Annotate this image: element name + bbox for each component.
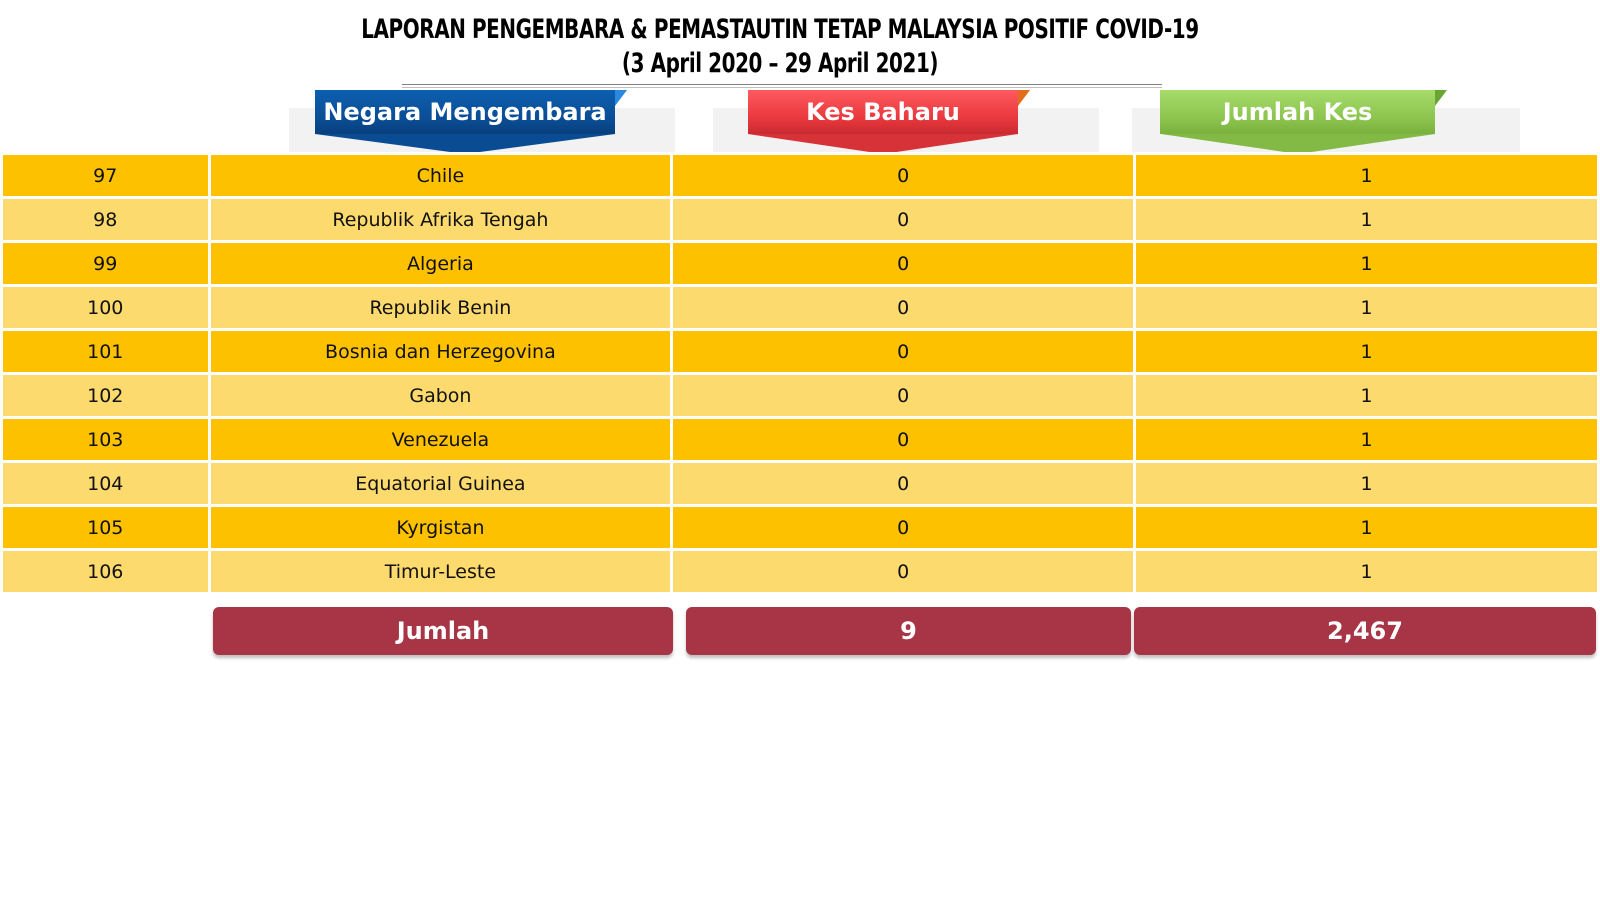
- table-row: 103 Venezuela 0 1: [0, 416, 1600, 463]
- cases-table: 97 Chile 0 1 98 Republik Afrika Tengah 0…: [0, 152, 1600, 595]
- header-fold-shape: [1018, 90, 1030, 106]
- row-new-cases: 0: [670, 328, 1137, 375]
- row-number: 106: [0, 548, 211, 595]
- row-number: 97: [0, 152, 211, 199]
- row-number: 101: [0, 328, 211, 375]
- header-total-cases-label: Jumlah Kes: [1222, 98, 1373, 126]
- row-country: Timur-Leste: [207, 548, 674, 595]
- header-fold-shape: [1435, 90, 1447, 106]
- header-new-cases: Kes Baharu: [748, 90, 1030, 154]
- table-row: 104 Equatorial Guinea 0 1: [0, 460, 1600, 507]
- table-row: 101 Bosnia dan Herzegovina 0 1: [0, 328, 1600, 375]
- report-title: LAPORAN PENGEMBARA & PEMASTAUTIN TETAP M…: [361, 14, 1199, 45]
- row-number: 99: [0, 240, 211, 287]
- header-new-cases-label: Kes Baharu: [806, 98, 960, 126]
- row-total-cases: 1: [1133, 460, 1600, 507]
- row-number: 102: [0, 372, 211, 419]
- row-country: Bosnia dan Herzegovina: [207, 328, 674, 375]
- row-number: 104: [0, 460, 211, 507]
- row-total-cases: 1: [1133, 152, 1600, 199]
- title-divider-secondary: [402, 87, 1162, 88]
- row-country: Equatorial Guinea: [207, 460, 674, 507]
- row-new-cases: 0: [670, 240, 1137, 287]
- table-row: 106 Timur-Leste 0 1: [0, 548, 1600, 595]
- row-country: Republik Afrika Tengah: [207, 196, 674, 243]
- table-row: 100 Republik Benin 0 1: [0, 284, 1600, 331]
- header-arrow-shape: [1160, 134, 1435, 154]
- row-new-cases: 0: [670, 460, 1137, 507]
- total-label: Jumlah: [396, 617, 490, 645]
- row-new-cases: 0: [670, 504, 1137, 551]
- row-country: Gabon: [207, 372, 674, 419]
- row-total-cases: 1: [1133, 504, 1600, 551]
- header-total-cases: Jumlah Kes: [1160, 90, 1447, 154]
- row-total-cases: 1: [1133, 372, 1600, 419]
- table-row: 105 Kyrgistan 0 1: [0, 504, 1600, 551]
- row-total-cases: 1: [1133, 328, 1600, 375]
- total-new-cases-box: 9: [686, 607, 1131, 655]
- total-new-cases: 9: [900, 617, 917, 645]
- table-row: 99 Algeria 0 1: [0, 240, 1600, 287]
- row-total-cases: 1: [1133, 284, 1600, 331]
- row-number: 100: [0, 284, 211, 331]
- row-new-cases: 0: [670, 284, 1137, 331]
- row-country: Chile: [207, 152, 674, 199]
- row-country: Republik Benin: [207, 284, 674, 331]
- title-divider: [402, 84, 1162, 85]
- row-country: Kyrgistan: [207, 504, 674, 551]
- row-total-cases: 1: [1133, 416, 1600, 463]
- row-total-cases: 1: [1133, 196, 1600, 243]
- table-row: 98 Republik Afrika Tengah 0 1: [0, 196, 1600, 243]
- row-total-cases: 1: [1133, 240, 1600, 287]
- row-new-cases: 0: [670, 416, 1137, 463]
- row-new-cases: 0: [670, 372, 1137, 419]
- row-new-cases: 0: [670, 152, 1137, 199]
- report-date-range: (3 April 2020 – 29 April 2021): [621, 48, 939, 79]
- row-country: Algeria: [207, 240, 674, 287]
- header-country: Negara Mengembara: [315, 90, 627, 154]
- row-number: 103: [0, 416, 211, 463]
- row-country: Venezuela: [207, 416, 674, 463]
- header-fold-shape: [615, 90, 627, 106]
- total-label-box: Jumlah: [213, 607, 673, 655]
- row-new-cases: 0: [670, 548, 1137, 595]
- table-row: 97 Chile 0 1: [0, 152, 1600, 199]
- header-country-label: Negara Mengembara: [323, 98, 607, 126]
- row-total-cases: 1: [1133, 548, 1600, 595]
- row-number: 98: [0, 196, 211, 243]
- row-new-cases: 0: [670, 196, 1137, 243]
- header-arrow-shape: [748, 134, 1018, 154]
- row-number: 105: [0, 504, 211, 551]
- table-row: 102 Gabon 0 1: [0, 372, 1600, 419]
- header-arrow-shape: [315, 134, 615, 154]
- total-cases: 2,467: [1327, 617, 1403, 645]
- total-cases-box: 2,467: [1134, 607, 1596, 655]
